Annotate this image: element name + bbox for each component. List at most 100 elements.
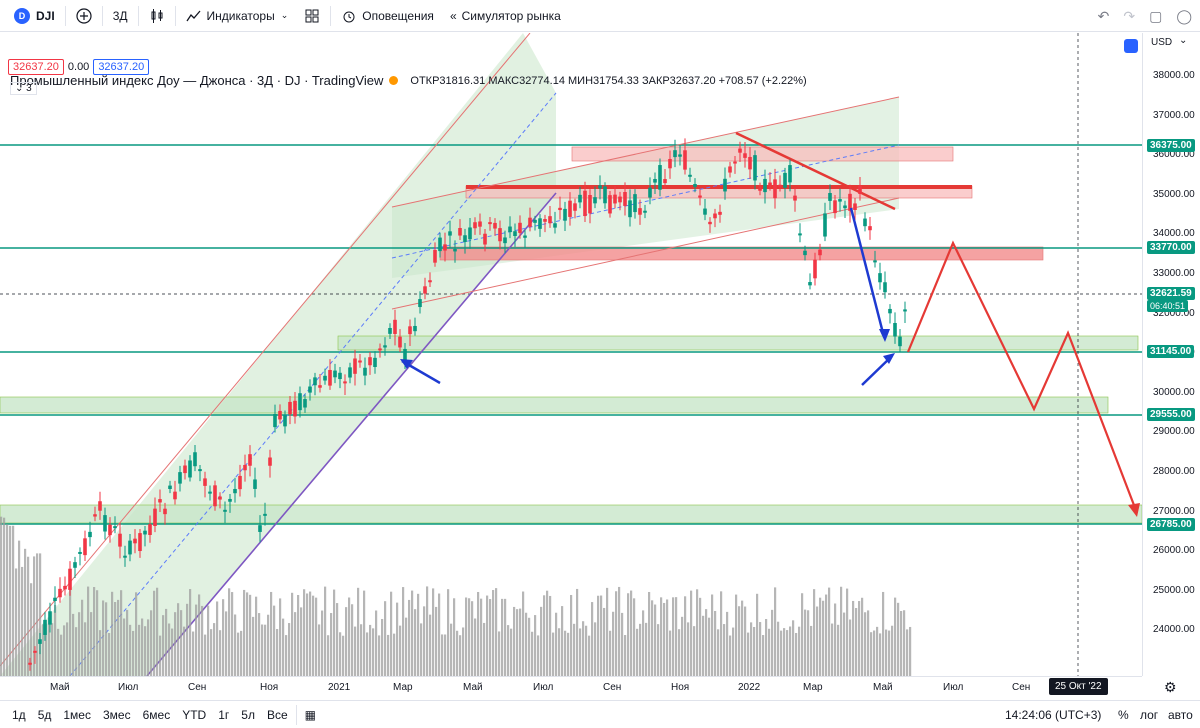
- undo-icon[interactable]: ↶: [1097, 7, 1110, 24]
- volume-bar: [84, 622, 87, 676]
- replay-button[interactable]: « Симулятор рынка: [442, 0, 569, 32]
- upper-channel-top: [391, 96, 900, 208]
- candle-body: [133, 538, 137, 544]
- volume-bar: [459, 635, 462, 676]
- grid-icon: [305, 9, 319, 22]
- range-ytd[interactable]: YTD: [182, 707, 207, 722]
- clock[interactable]: 14:24:06 (UTC+3): [1005, 707, 1102, 722]
- time-axis[interactable]: Май Июл Сен Ноя 2021 Мар Май Июл Сен Ноя…: [0, 676, 1177, 698]
- fullscreen-icon[interactable]: ▢: [1149, 7, 1163, 24]
- candle-body: [223, 509, 227, 512]
- log-toggle[interactable]: лог: [1140, 707, 1159, 722]
- sync-icon[interactable]: [1124, 39, 1138, 53]
- volume-bar: [657, 624, 660, 676]
- volume-bar: [600, 595, 603, 676]
- volume-bar: [585, 625, 588, 676]
- candle-body: [753, 155, 757, 181]
- volume-bar: [138, 624, 141, 676]
- range-3m[interactable]: 3мес: [102, 707, 131, 722]
- volume-bar: [390, 591, 393, 676]
- volume-bar: [579, 628, 582, 676]
- redo-icon[interactable]: ↷: [1123, 7, 1136, 24]
- price-axis[interactable]: USD ⌄ 38000.00 37000.00 36000.00 35000.00 34…: [1142, 33, 1200, 676]
- percent-toggle[interactable]: %: [1118, 707, 1129, 722]
- chart-pane[interactable]: Промышленный индекс Доу — Джонса · 3Д · …: [0, 33, 1142, 676]
- screenshot-icon[interactable]: ◯: [1176, 7, 1192, 24]
- symbol-search[interactable]: D DJI: [6, 0, 63, 32]
- range-1d[interactable]: 1д: [12, 707, 26, 722]
- volume-bar: [63, 625, 66, 676]
- candle-body: [353, 358, 357, 374]
- time-label: Май: [463, 682, 483, 693]
- candle-body: [903, 309, 907, 312]
- candle-body: [288, 401, 292, 415]
- divider: [330, 5, 332, 26]
- candle-body: [823, 213, 827, 237]
- volume-bar: [120, 590, 123, 676]
- volume-bar: [222, 599, 225, 676]
- sell-price[interactable]: 32637.20: [8, 59, 64, 75]
- chevron-down-icon: ⌄: [15, 83, 24, 94]
- volume-bar: [195, 604, 198, 676]
- volume-bar: [876, 626, 879, 676]
- volume-bar: [663, 602, 666, 676]
- candle-body: [783, 172, 787, 188]
- volume-bar: [609, 630, 612, 676]
- alerts-button[interactable]: Оповещения: [333, 0, 442, 32]
- volume-bar: [537, 635, 540, 676]
- volume-bar: [237, 632, 240, 676]
- candle-body: [878, 273, 882, 283]
- goto-date-icon[interactable]: ▦: [304, 707, 316, 722]
- volume-bar: [849, 619, 852, 676]
- auto-toggle[interactable]: авто: [1168, 707, 1193, 722]
- price-tick: 34000.00: [1153, 228, 1195, 240]
- range-1y[interactable]: 1г: [218, 707, 230, 722]
- candle-body: [253, 479, 257, 489]
- volume-bar: [315, 597, 318, 676]
- settings-gear-icon[interactable]: ⚙: [1164, 679, 1177, 695]
- indicators-button[interactable]: Индикаторы ⌄: [178, 0, 297, 32]
- volume-bar: [177, 603, 180, 676]
- templates-button[interactable]: [296, 0, 328, 32]
- candle-body: [273, 414, 277, 428]
- upper-channel-bottom: [391, 197, 900, 310]
- candle-body: [633, 194, 637, 213]
- candle-body: [298, 393, 302, 411]
- range-5y[interactable]: 5л: [241, 707, 255, 722]
- volume-bar: [873, 630, 876, 676]
- chart-type-button[interactable]: [141, 0, 173, 32]
- volume-bar: [276, 629, 279, 676]
- volume-bar: [249, 594, 252, 676]
- candle-body: [558, 207, 562, 211]
- compare-button[interactable]: [68, 0, 100, 32]
- volume-bar: [771, 609, 774, 676]
- price-chart[interactable]: [0, 33, 1142, 676]
- volume-bar: [888, 630, 891, 676]
- candle-body: [673, 150, 677, 158]
- range-6m[interactable]: 6мес: [142, 707, 171, 722]
- candle-body: [748, 156, 752, 170]
- legend-collapse-button[interactable]: ⌄ 3: [10, 82, 37, 95]
- volume-bar: [354, 626, 357, 676]
- range-1m[interactable]: 1мес: [63, 707, 91, 722]
- volume-bar: [687, 622, 690, 676]
- volume-bar: [129, 624, 132, 676]
- candle-body: [263, 513, 267, 516]
- interval-button[interactable]: 3Д: [112, 8, 128, 23]
- chevron-down-icon[interactable]: ⌄: [1179, 35, 1188, 46]
- currency-label[interactable]: USD: [1151, 37, 1173, 48]
- volume-bar: [615, 591, 618, 676]
- candle-body: [548, 216, 552, 224]
- candle-body: [533, 219, 537, 223]
- volume-bar: [711, 594, 714, 676]
- candle-body: [618, 196, 622, 203]
- candle-body: [213, 485, 217, 507]
- volume-bar: [708, 617, 711, 676]
- volume-bar: [738, 606, 741, 676]
- range-5d[interactable]: 5д: [37, 707, 52, 722]
- channel-upper-line: [0, 33, 531, 667]
- range-all[interactable]: Все: [266, 707, 288, 722]
- volume-bar: [522, 591, 525, 676]
- volume-bar: [675, 597, 678, 676]
- buy-price[interactable]: 32637.20: [93, 59, 150, 75]
